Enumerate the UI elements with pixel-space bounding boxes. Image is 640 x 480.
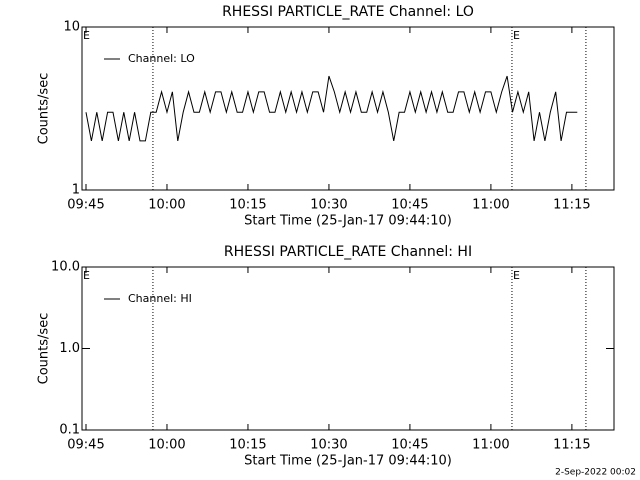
chart-title: RHESSI PARTICLE_RATE Channel: HI xyxy=(224,244,472,260)
x-tick-label: 10:15 xyxy=(229,198,266,213)
event-marker: E xyxy=(513,29,520,42)
y-tick-label: 1 xyxy=(72,183,80,198)
x-tick-label: 11:15 xyxy=(553,438,590,453)
event-marker: E xyxy=(83,269,90,282)
event-marker: E xyxy=(83,29,90,42)
x-tick-label: 10:45 xyxy=(391,198,428,213)
legend-label: Channel: LO xyxy=(128,52,195,65)
x-axis-label: Start Time (25-Jan-17 09:44:10) xyxy=(244,214,452,229)
y-axis-label: Counts/sec xyxy=(37,73,52,145)
y-tick-label: 0.1 xyxy=(59,423,80,438)
x-tick-label: 11:00 xyxy=(472,198,509,213)
x-tick-label: 09:45 xyxy=(67,198,104,213)
x-tick-label: 10:00 xyxy=(148,198,185,213)
legend-label: Channel: HI xyxy=(128,292,192,305)
x-tick-label: 10:45 xyxy=(391,438,428,453)
chart-title: RHESSI PARTICLE_RATE Channel: LO xyxy=(222,4,474,20)
x-axis-label: Start Time (25-Jan-17 09:44:10) xyxy=(244,454,452,469)
footer: 2-Sep-2022 00:02 xyxy=(555,468,636,478)
y-tick-label: 10 xyxy=(63,20,80,35)
plot-frame xyxy=(81,26,615,191)
x-tick-label: 11:15 xyxy=(553,198,590,213)
x-tick-label: 10:30 xyxy=(310,438,347,453)
y-tick-label: 1.0 xyxy=(59,341,80,356)
x-tick-label: 10:30 xyxy=(310,198,347,213)
event-marker: E xyxy=(513,269,520,282)
data-line xyxy=(85,75,578,142)
y-axis-label: Counts/sec xyxy=(37,313,52,385)
y-tick-label: 10.0 xyxy=(51,260,80,275)
x-tick-label: 09:45 xyxy=(67,438,104,453)
x-tick-label: 10:00 xyxy=(148,438,185,453)
x-tick-label: 10:15 xyxy=(229,438,266,453)
x-tick-label: 11:00 xyxy=(472,438,509,453)
